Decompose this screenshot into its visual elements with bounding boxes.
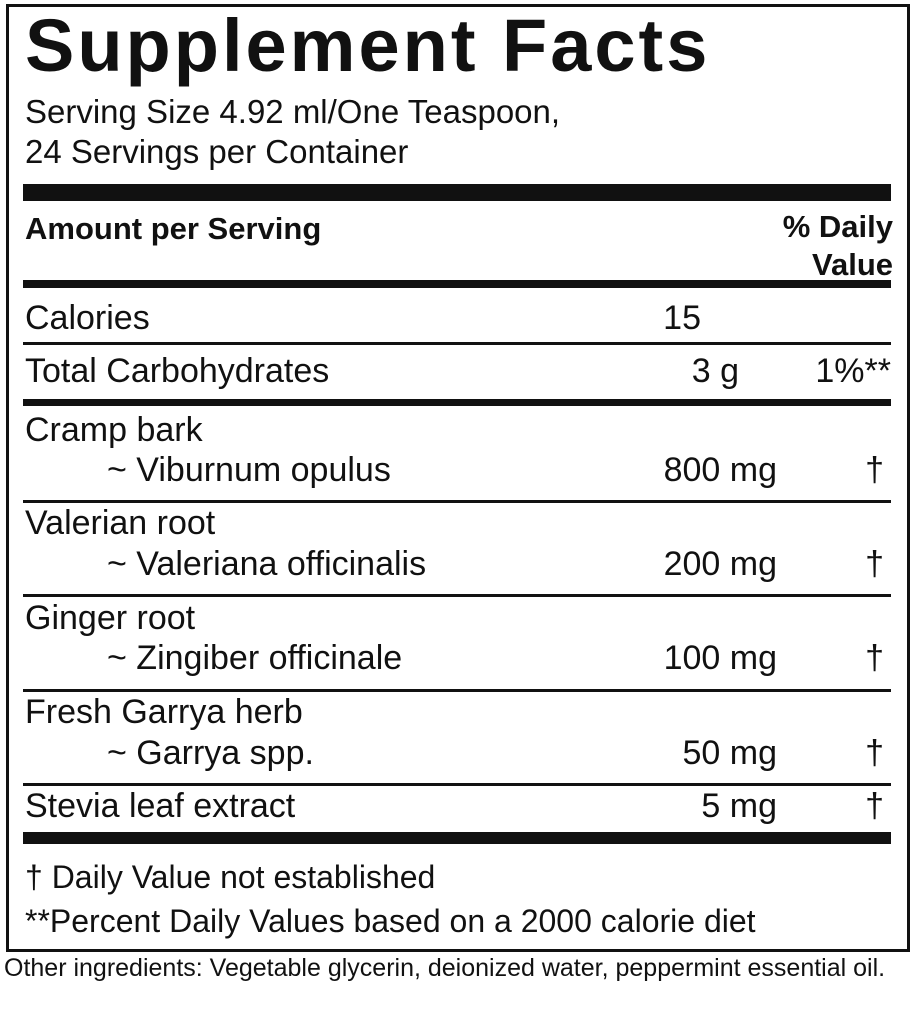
thin-divider xyxy=(23,689,891,692)
row-latin: ~ Garrya spp. xyxy=(107,734,314,772)
thin-divider xyxy=(23,783,891,786)
row-dv: † xyxy=(865,734,884,772)
row-amount: 100 mg xyxy=(663,639,777,677)
row-name: Valerian root xyxy=(25,504,216,542)
row-latin: ~ Zingiber officinale xyxy=(107,639,403,677)
amount-per-serving-header: Amount per Serving xyxy=(25,211,322,246)
serving-size: Serving Size 4.92 ml/One Teaspoon, xyxy=(25,93,561,130)
medium-divider xyxy=(23,399,891,406)
row-name: Calories xyxy=(25,299,150,337)
row-amount: 50 mg xyxy=(682,734,778,772)
daily-value-header-1: % Daily xyxy=(782,209,893,244)
row-amount: 3 g xyxy=(691,352,739,390)
row-name: Total Carbohydrates xyxy=(25,352,330,390)
thin-divider xyxy=(23,500,891,503)
row-amount: 15 xyxy=(663,299,701,337)
row-name: Fresh Garrya herb xyxy=(25,693,303,731)
row-name: Ginger root xyxy=(25,599,196,637)
thin-divider xyxy=(23,342,891,345)
row-dv: † xyxy=(865,639,884,677)
other-ingredients: Other ingredients: Vegetable glycerin, d… xyxy=(4,954,886,982)
footnote-dagger: † Daily Value not established xyxy=(25,859,436,895)
row-dv: † xyxy=(865,451,884,489)
row-amount: 5 mg xyxy=(701,787,777,825)
thick-divider xyxy=(23,832,891,844)
panel-title: Supplement Facts xyxy=(25,4,711,87)
servings-per-container: 24 Servings per Container xyxy=(25,133,409,170)
row-name: Stevia leaf extract xyxy=(25,787,296,825)
row-latin: ~ Viburnum opulus xyxy=(107,451,391,489)
thin-divider xyxy=(23,594,891,597)
row-dv: 1%** xyxy=(815,352,891,390)
row-amount: 200 mg xyxy=(663,545,777,583)
row-latin: ~ Valeriana officinalis xyxy=(107,545,427,583)
thick-divider xyxy=(23,184,891,201)
row-dv: † xyxy=(865,787,884,825)
supplement-facts-panel: Supplement Facts Serving Size 4.92 ml/On… xyxy=(6,4,910,952)
footnote-percent: **Percent Daily Values based on a 2000 c… xyxy=(25,903,756,939)
row-name: Cramp bark xyxy=(25,411,203,449)
row-dv: † xyxy=(865,545,884,583)
row-amount: 800 mg xyxy=(663,451,777,489)
medium-divider xyxy=(23,280,891,288)
daily-value-header-2: Value xyxy=(812,247,893,282)
